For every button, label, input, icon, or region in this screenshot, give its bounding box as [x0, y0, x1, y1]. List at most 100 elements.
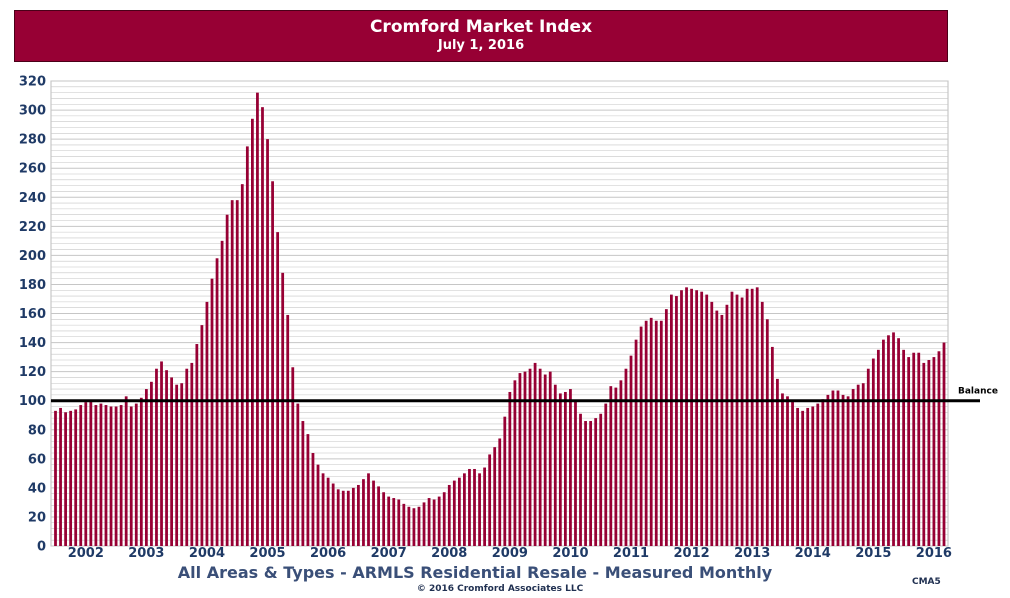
bar — [357, 484, 360, 546]
bar — [271, 181, 274, 546]
bar — [266, 139, 269, 547]
bar — [104, 405, 108, 546]
x-tick-label: 2004 — [189, 546, 225, 561]
bar — [831, 390, 835, 546]
bar — [346, 490, 350, 546]
bar — [796, 407, 799, 546]
bar — [654, 320, 658, 546]
y-tick-label: 320 — [19, 75, 46, 90]
bar — [659, 320, 663, 546]
bar — [402, 503, 406, 546]
bar — [846, 396, 850, 546]
bar — [826, 394, 830, 547]
bar — [493, 447, 497, 546]
bar — [114, 406, 118, 546]
bar — [816, 403, 820, 546]
bar — [589, 421, 593, 546]
bar — [296, 403, 300, 546]
bar — [427, 498, 431, 546]
bar — [675, 296, 678, 546]
bar — [902, 349, 906, 546]
title-banner: Cromford Market Index July 1, 2016 — [14, 10, 948, 62]
y-tick-label: 80 — [28, 423, 46, 438]
bar — [372, 480, 375, 546]
bar — [382, 492, 386, 546]
bar — [452, 480, 456, 546]
bar — [220, 240, 224, 546]
bar — [417, 506, 421, 546]
y-tick-label: 140 — [19, 336, 46, 351]
bar — [235, 200, 239, 546]
y-tick-label: 200 — [19, 249, 46, 264]
bar — [725, 304, 729, 546]
bar — [781, 393, 784, 546]
bar — [861, 383, 865, 546]
y-tick-label: 40 — [28, 481, 46, 496]
chart-title: Cromford Market Index — [369, 17, 593, 37]
bar — [937, 351, 941, 546]
bar — [144, 389, 148, 546]
bar — [664, 309, 668, 546]
bar — [599, 413, 603, 546]
bar — [160, 361, 163, 546]
bar — [281, 272, 285, 546]
bar — [331, 483, 335, 546]
bar — [377, 486, 380, 546]
bar — [124, 396, 128, 546]
bar — [609, 386, 613, 546]
bar — [230, 200, 234, 546]
bar — [139, 397, 143, 546]
bar — [584, 421, 587, 546]
bar — [351, 487, 355, 547]
bar — [528, 368, 532, 546]
bar — [523, 371, 527, 547]
bar — [397, 499, 401, 546]
bar — [468, 468, 471, 546]
bar — [942, 342, 946, 546]
bar — [84, 402, 88, 546]
bar — [745, 288, 749, 546]
bar — [442, 492, 446, 546]
bar — [432, 499, 436, 546]
bar — [917, 352, 921, 546]
bar — [755, 287, 759, 546]
bar — [765, 319, 769, 546]
bar — [180, 383, 184, 546]
bar — [437, 496, 441, 546]
bar — [94, 405, 98, 546]
bar — [856, 384, 860, 546]
bar — [488, 454, 492, 546]
x-tick-label: 2002 — [68, 546, 104, 561]
bar — [99, 403, 103, 546]
bar — [473, 468, 476, 546]
bar — [195, 344, 199, 546]
bar — [821, 399, 825, 546]
bar — [362, 479, 365, 546]
bar — [276, 232, 280, 547]
bar — [69, 410, 73, 546]
bar — [251, 118, 254, 546]
bar — [478, 473, 481, 546]
bar — [866, 368, 870, 546]
bar — [801, 410, 805, 546]
bar — [422, 502, 426, 546]
bar — [922, 362, 926, 546]
bar — [200, 325, 204, 547]
bar — [624, 368, 628, 546]
bar — [871, 358, 875, 546]
bar — [579, 413, 582, 546]
bar — [705, 294, 709, 546]
bar — [367, 473, 370, 546]
bar — [412, 508, 416, 546]
y-tick-label: 260 — [19, 162, 46, 177]
chart-code: CMA5 — [912, 577, 941, 587]
bar — [175, 384, 179, 546]
bar — [508, 391, 512, 546]
x-tick-label: 2009 — [492, 546, 528, 561]
bar — [563, 391, 567, 546]
bar — [286, 314, 290, 546]
y-tick-label: 280 — [19, 133, 46, 148]
x-tick-label: 2016 — [916, 546, 952, 561]
bar — [892, 332, 895, 546]
